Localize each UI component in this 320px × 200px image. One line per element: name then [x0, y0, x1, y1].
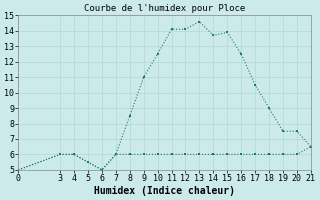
- X-axis label: Humidex (Indice chaleur): Humidex (Indice chaleur): [94, 186, 235, 196]
- Title: Courbe de l'humidex pour Ploce: Courbe de l'humidex pour Ploce: [84, 4, 245, 13]
